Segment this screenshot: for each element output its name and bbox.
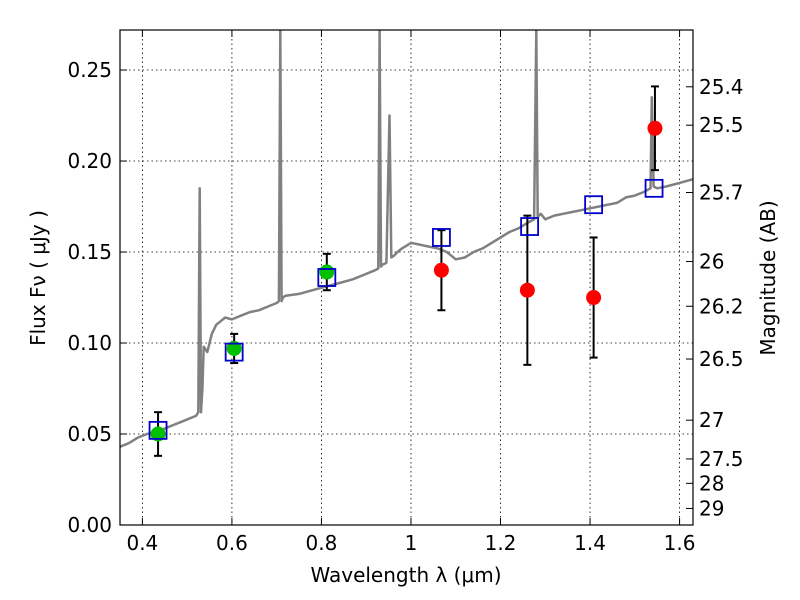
right-tick-label: 26.5 [699, 347, 744, 371]
right-tick-label: 25.5 [699, 113, 744, 137]
green-point [319, 264, 335, 280]
model-square-marker [644, 178, 664, 198]
x-tick-label: 0.6 [216, 531, 248, 555]
y-tick-label: 0.20 [67, 149, 112, 173]
x-tick-label: 0.4 [126, 531, 158, 555]
y-tick-label: 0.25 [67, 58, 112, 82]
x-tick-label: 1.2 [485, 531, 517, 555]
x-tick-label: 1.4 [574, 531, 606, 555]
right-tick-label: 25.7 [699, 181, 744, 205]
right-tick-label: 26.2 [699, 294, 744, 318]
right-tick-label: 28 [699, 471, 724, 495]
model-square-marker [224, 342, 244, 362]
right-tick-label: 27 [699, 408, 724, 432]
x-axis-label: Wavelength λ (μm) [310, 563, 501, 587]
right-tick-label: 26 [699, 249, 724, 273]
model-square-marker [148, 420, 168, 440]
model-square-marker [520, 217, 540, 236]
red-point [586, 290, 602, 306]
red-point [647, 120, 663, 136]
x-tick-label: 0.8 [306, 531, 338, 555]
model-spectrum-line [120, 30, 693, 448]
y-tick-label: 0.10 [67, 331, 112, 355]
red-point [519, 282, 535, 298]
y-tick-label: 0.05 [67, 422, 112, 446]
green-point [150, 426, 166, 442]
right-tick-label: 27.5 [699, 447, 744, 471]
plot-area [120, 30, 693, 457]
x-tick-label: 1.6 [664, 531, 696, 555]
right-axis-label: Magnitude (AB) [756, 200, 780, 355]
x-tick-label: 1 [405, 531, 418, 555]
axes: 0.4 0.6 0.8 1 1.2 1.4 1.6 0.00 0.05 0.10 0.15 0.20 0… [67, 30, 744, 555]
y-tick-label: 0.15 [67, 240, 112, 264]
green-point [226, 340, 242, 356]
y-tick-label: 0.00 [67, 513, 112, 537]
model-square-marker [584, 195, 604, 215]
model-square-marker [432, 228, 451, 247]
y-axis-label: Flux Fν ( μJy ) [26, 210, 50, 346]
grid [120, 30, 693, 526]
right-tick-label: 29 [699, 496, 724, 520]
plot-frame [119, 29, 694, 526]
red-point [433, 262, 449, 278]
model-square-marker [317, 268, 337, 287]
right-tick-label: 25.4 [699, 75, 744, 99]
